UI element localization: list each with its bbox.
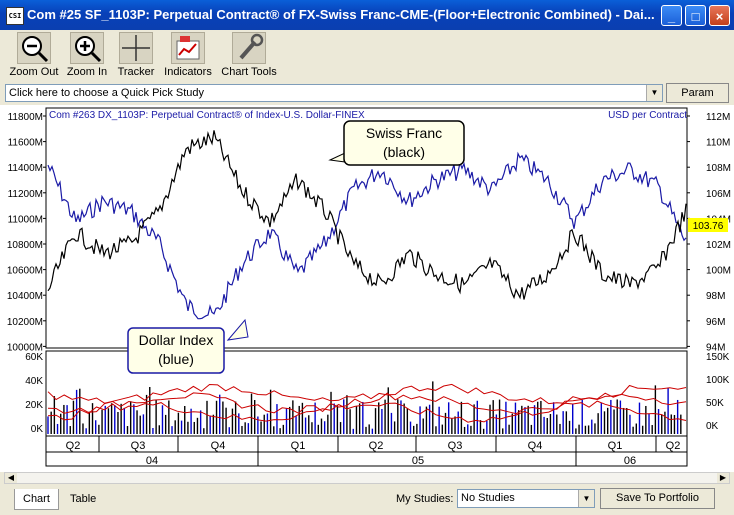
minimize-button[interactable]: _ [661,5,682,26]
horizontal-scrollbar[interactable]: ◀ ▶ [4,472,730,484]
quarter-label: Q2 [666,440,681,452]
year-label: 04 [146,455,158,467]
volume-left-tick-label: 20K [25,400,43,411]
indicators-label: Indicators [164,66,212,78]
quarter-label: Q3 [448,440,463,452]
swiss-callout-line2: (black) [383,144,425,160]
zoom-out-icon [17,32,51,64]
tab-chart[interactable]: Chart [14,489,59,510]
quick-pick-value: Click here to choose a Quick Pick Study [9,87,205,99]
save-to-portfolio-button[interactable]: Save To Portfolio [600,488,715,509]
left-tick-label: 11800M [8,112,43,123]
app-icon: CSI [6,7,24,25]
volume-left-tick-label: 40K [25,376,43,387]
right-axis-unit: USD per Contract [608,110,687,121]
left-tick-label: 10200M [7,317,43,328]
volume-right-tick-label: 100K [706,375,730,386]
dollar-index-callout: Dollar Index (blue) [127,318,249,374]
open-interest-series [47,400,687,423]
right-tick-label: 110M [706,138,730,149]
last-value: 103.76 [693,221,724,232]
right-tick-label: 96M [706,317,725,328]
left-tick-label: 10400M [7,291,43,302]
title-bar: CSI Com #25 SF_1103P: Perpetual Contract… [0,0,734,30]
chart-tools-label: Chart Tools [221,66,277,78]
chevron-down-icon[interactable]: ▼ [646,85,662,101]
volume-left-tick-label: 0K [31,424,44,435]
quarter-label: Q4 [211,440,226,452]
zoom-out-label: Zoom Out [9,66,59,78]
tab-table[interactable]: Table [70,493,97,505]
volume-left-tick-label: 60K [25,352,43,363]
year-label: 06 [624,455,636,467]
dollar-callout-line2: (blue) [158,351,194,367]
volume-right-tick-label: 150K [706,352,730,363]
toolbar: Zoom Out Zoom In Tracker Indicators Char… [0,30,734,82]
wrench-icon [232,32,266,64]
year-label: 05 [412,455,424,467]
right-tick-label: 106M [706,189,731,200]
chevron-down-icon[interactable]: ▼ [578,490,594,507]
indicators-icon [171,32,205,64]
zoom-in-icon [70,32,104,64]
last-value-tag [688,218,728,232]
tracker-button[interactable]: Tracker [115,32,157,78]
quick-pick-dropdown[interactable]: Click here to choose a Quick Pick Study … [5,84,663,102]
swiss-callout-line1: Swiss Franc [366,125,442,141]
right-tick-label: 108M [706,163,731,174]
left-tick-label: 11000M [8,214,43,225]
window-title: Com #25 SF_1103P: Perpetual Contract® of… [27,7,655,22]
quarter-label: Q1 [608,440,623,452]
quarter-label: Q1 [291,440,306,452]
left-tick-label: 11400M [8,163,43,174]
zoom-in-label: Zoom In [66,66,108,78]
open-interest-series [47,392,687,415]
crosshair-icon [119,32,153,64]
scroll-left-icon[interactable]: ◀ [5,473,17,483]
price-chart[interactable]: 11800M 11600M 11400M 11200M 11000M 10800M 1060… [0,105,734,472]
indicators-button[interactable]: Indicators [163,32,213,78]
zoom-out-button[interactable]: Zoom Out [9,32,59,78]
quarter-label: Q2 [66,440,81,452]
right-tick-label: 112M [706,112,730,123]
swiss-franc-series [47,130,687,300]
dollar-callout-line1: Dollar Index [139,332,214,348]
quarter-label: Q3 [131,440,146,452]
scroll-right-icon[interactable]: ▶ [717,473,729,483]
zoom-in-button[interactable]: Zoom In [64,32,110,78]
tracker-label: Tracker [117,66,155,78]
my-studies-value: No Studies [461,492,515,504]
left-tick-label: 10000M [7,342,43,353]
left-tick-label: 11200M [8,189,43,200]
my-studies-dropdown[interactable]: No Studies ▼ [457,489,595,508]
dollar-index-series [47,151,687,320]
close-button[interactable]: × [709,5,730,26]
param-button[interactable]: Param [666,83,729,103]
my-studies-label: My Studies: [396,493,454,505]
left-tick-label: 10600M [7,266,43,277]
open-interest-series [47,383,687,405]
volume-right-tick-label: 0K [706,421,719,432]
quarter-label: Q4 [528,440,543,452]
left-tick-label: 11600M [8,138,43,149]
right-tick-label: 94M [706,342,725,353]
chart-tools-button[interactable]: Chart Tools [219,32,279,78]
overlay-title: Com #263 DX_1103P: Perpetual Contract® o… [49,110,365,121]
quarter-label: Q2 [369,440,384,452]
right-tick-label: 102M [706,240,731,251]
maximize-button[interactable]: □ [685,5,706,26]
right-tick-label: 100M [706,266,731,277]
right-tick-label: 98M [706,291,725,302]
time-axis-box [45,435,688,467]
volume-right-tick-label: 50K [706,398,724,409]
left-tick-label: 10800M [7,240,43,251]
chart-area[interactable]: 11800M 11600M 11400M 11200M 11000M 10800M 1060… [0,105,734,472]
bottom-bar: Chart Table My Studies: No Studies ▼ Sav… [0,486,734,515]
swiss-franc-callout: Swiss Franc (black) [328,120,465,166]
